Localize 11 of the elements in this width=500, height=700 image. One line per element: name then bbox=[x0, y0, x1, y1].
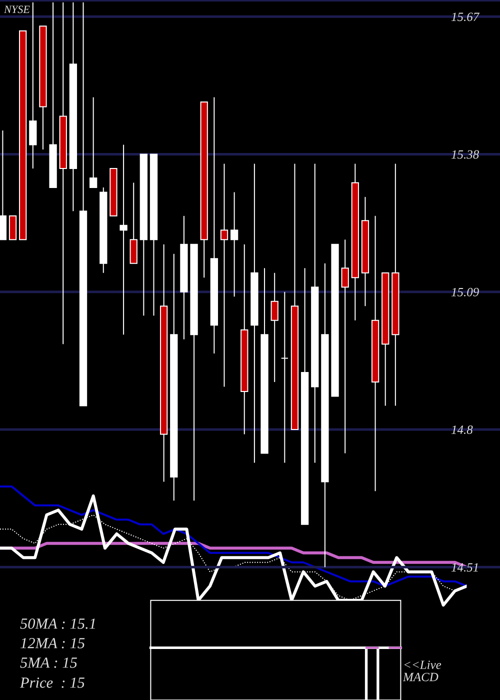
y-tick-label: 15.38 bbox=[451, 150, 479, 159]
y-tick-label: 15.67 bbox=[451, 12, 480, 22]
chart-title: NYSE bbox=[4, 6, 30, 14]
annotation: 50MA : 15.1 bbox=[20, 618, 95, 629]
y-tick-label: 15.09 bbox=[451, 288, 479, 296]
annotation: 5MA : 15 bbox=[20, 658, 77, 668]
annotation: 12MA : 15 bbox=[20, 638, 85, 648]
annotation: Price : 15 bbox=[20, 678, 84, 688]
y-tick-label: 14.8 bbox=[451, 426, 473, 434]
annotation: <<Live MACD bbox=[402, 660, 442, 682]
y-tick-label: 14.51 bbox=[451, 563, 478, 572]
